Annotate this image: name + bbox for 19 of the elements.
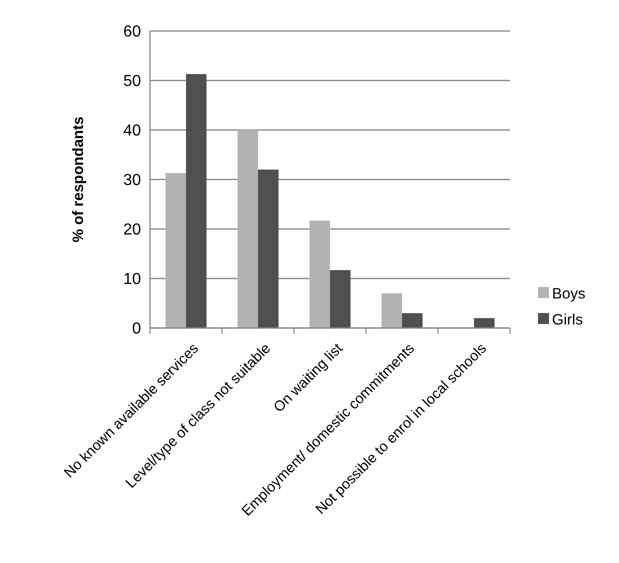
bar <box>237 130 258 328</box>
y-axis-title: % of respondants <box>70 116 87 242</box>
y-tick-label: 10 <box>123 271 142 288</box>
y-tick-label: 30 <box>123 172 142 190</box>
bar <box>258 170 279 328</box>
bar <box>474 318 495 328</box>
bar <box>381 293 402 328</box>
bar <box>186 74 207 328</box>
bar <box>330 270 351 328</box>
bar <box>309 220 330 328</box>
legend-label: Boys <box>552 285 586 302</box>
y-tick-label: 0 <box>132 320 142 338</box>
y-tick-label: 50 <box>123 73 142 90</box>
y-tick-label: 20 <box>123 222 142 239</box>
bar <box>165 173 186 328</box>
bar <box>402 313 423 328</box>
y-tick-label: 40 <box>123 122 142 140</box>
y-tick-label: 60 <box>123 24 142 41</box>
legend-label: Girls <box>552 311 583 328</box>
